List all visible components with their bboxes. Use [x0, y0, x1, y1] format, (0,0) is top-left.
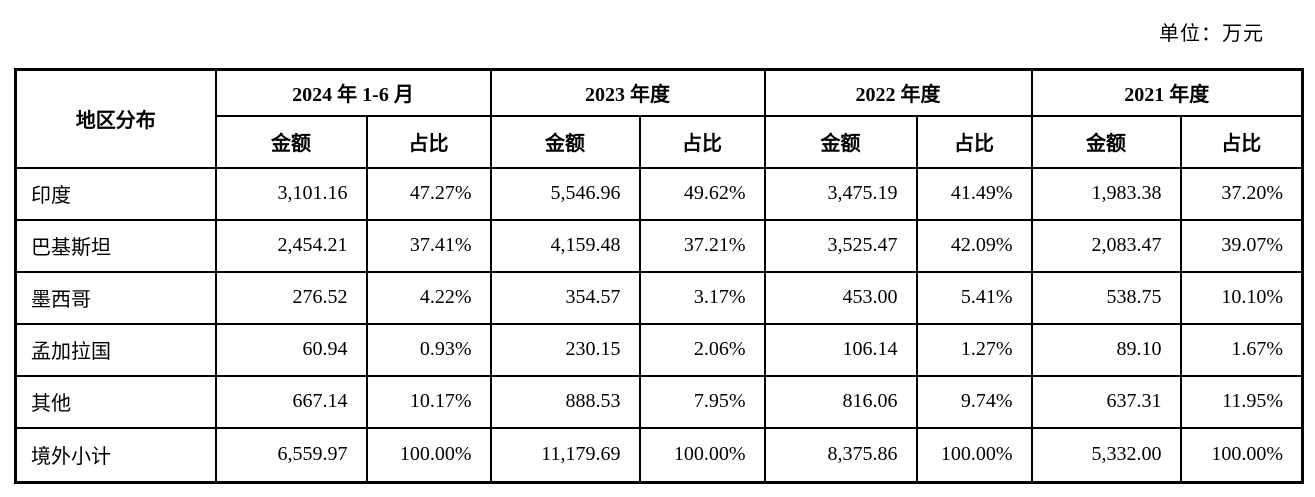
period-header-2021: 2021 年度	[1030, 68, 1304, 117]
amount-cell: 5,546.96	[489, 166, 641, 221]
amount-cell: 11,179.69	[489, 426, 641, 484]
ratio-cell: 7.95%	[638, 374, 766, 429]
ratio-cell: 2.06%	[638, 322, 766, 377]
ratio-header-2022: 占比	[915, 114, 1033, 169]
amount-cell: 3,525.47	[763, 218, 918, 273]
ratio-cell: 10.10%	[1179, 270, 1304, 325]
region-label: 孟加拉国	[14, 322, 217, 377]
ratio-cell: 100.00%	[638, 426, 766, 484]
ratio-cell: 1.67%	[1179, 322, 1304, 377]
region-label: 境外小计	[14, 426, 217, 484]
ratio-cell: 4.22%	[365, 270, 492, 325]
ratio-cell: 41.49%	[915, 166, 1033, 221]
ratio-cell: 47.27%	[365, 166, 492, 221]
ratio-cell: 100.00%	[1179, 426, 1304, 484]
ratio-cell: 9.74%	[915, 374, 1033, 429]
header-row-periods: 地区分布 2024 年 1-6 月 2023 年度 2022 年度 2021 年…	[14, 68, 1304, 169]
ratio-cell: 5.41%	[915, 270, 1033, 325]
ratio-cell: 42.09%	[915, 218, 1033, 273]
ratio-header-2024: 占比	[365, 114, 492, 169]
amount-cell: 60.94	[214, 322, 368, 377]
amount-header-2021: 金额	[1030, 114, 1182, 169]
table-row-bangladesh: 孟加拉国 60.94 0.93% 230.15 2.06% 106.14 1.2…	[14, 322, 1304, 377]
table-row-overseas-subtotal: 境外小计 6,559.97 100.00% 11,179.69 100.00% …	[14, 426, 1304, 484]
amount-cell: 4,159.48	[489, 218, 641, 273]
amount-cell: 2,454.21	[214, 218, 368, 273]
region-label: 其他	[14, 374, 217, 429]
ratio-cell: 3.17%	[638, 270, 766, 325]
amount-header-2023: 金额	[489, 114, 641, 169]
region-label: 墨西哥	[14, 270, 217, 325]
amount-cell: 3,475.19	[763, 166, 918, 221]
period-header-2022: 2022 年度	[763, 68, 1033, 117]
ratio-cell: 1.27%	[915, 322, 1033, 377]
amount-cell: 6,559.97	[214, 426, 368, 484]
ratio-header-2023: 占比	[638, 114, 766, 169]
ratio-cell: 37.21%	[638, 218, 766, 273]
amount-cell: 5,332.00	[1030, 426, 1182, 484]
amount-cell: 354.57	[489, 270, 641, 325]
ratio-cell: 0.93%	[365, 322, 492, 377]
period-header-2023: 2023 年度	[489, 68, 766, 117]
amount-cell: 3,101.16	[214, 166, 368, 221]
amount-cell: 816.06	[763, 374, 918, 429]
amount-header-2022: 金额	[763, 114, 918, 169]
ratio-cell: 10.17%	[365, 374, 492, 429]
ratio-cell: 39.07%	[1179, 218, 1304, 273]
amount-cell: 888.53	[489, 374, 641, 429]
amount-cell: 230.15	[489, 322, 641, 377]
ratio-cell: 11.95%	[1179, 374, 1304, 429]
amount-cell: 8,375.86	[763, 426, 918, 484]
region-distribution-table: 地区分布 2024 年 1-6 月 2023 年度 2022 年度 2021 年…	[14, 68, 1305, 484]
header-row-subheaders: 金额 占比 金额 占比 金额 占比 金额 占比	[16, 114, 1304, 169]
amount-cell: 538.75	[1030, 270, 1182, 325]
amount-cell: 1,983.38	[1030, 166, 1182, 221]
ratio-cell: 37.41%	[365, 218, 492, 273]
table-row-india: 印度 3,101.16 47.27% 5,546.96 49.62% 3,475…	[14, 166, 1304, 221]
amount-cell: 89.10	[1030, 322, 1182, 377]
ratio-cell: 37.20%	[1179, 166, 1304, 221]
table-row-mexico: 墨西哥 276.52 4.22% 354.57 3.17% 453.00 5.4…	[14, 270, 1304, 325]
amount-header-2024: 金额	[214, 114, 368, 169]
ratio-cell: 100.00%	[365, 426, 492, 484]
table-row-pakistan: 巴基斯坦 2,454.21 37.41% 4,159.48 37.21% 3,5…	[14, 218, 1304, 273]
amount-cell: 2,083.47	[1030, 218, 1182, 273]
period-header-2024: 2024 年 1-6 月	[214, 68, 492, 117]
region-label: 巴基斯坦	[14, 218, 217, 273]
amount-cell: 637.31	[1030, 374, 1182, 429]
amount-cell: 276.52	[214, 270, 368, 325]
region-column-header: 地区分布	[14, 68, 217, 169]
amount-cell: 106.14	[763, 322, 918, 377]
unit-note: 单位：万元	[1159, 23, 1264, 45]
amount-cell: 667.14	[214, 374, 368, 429]
region-label: 印度	[14, 166, 217, 221]
table-row-other: 其他 667.14 10.17% 888.53 7.95% 816.06 9.7…	[14, 374, 1304, 429]
ratio-cell: 100.00%	[915, 426, 1033, 484]
amount-cell: 453.00	[763, 270, 918, 325]
ratio-header-2021: 占比	[1179, 114, 1304, 169]
ratio-cell: 49.62%	[638, 166, 766, 221]
